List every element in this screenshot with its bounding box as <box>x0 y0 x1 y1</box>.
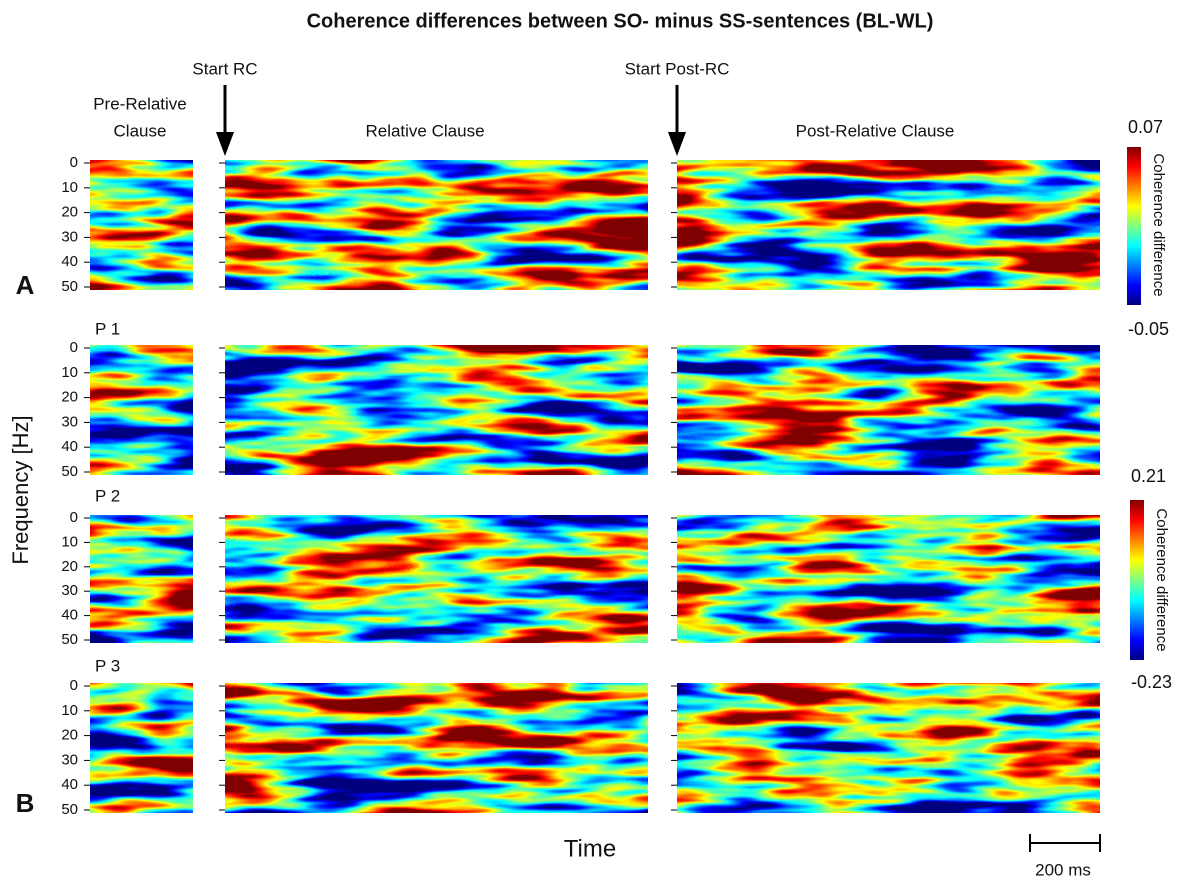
scale-bar-label: 200 ms <box>1035 860 1091 879</box>
heatmap <box>677 683 1100 813</box>
panel-label: B <box>16 788 35 818</box>
y-tick-label: 40 <box>61 607 78 624</box>
colorbar-max: 0.21 <box>1131 466 1166 486</box>
heatmap <box>225 683 648 813</box>
y-tick-label: 40 <box>61 438 78 455</box>
y-tick-label: 30 <box>61 228 78 245</box>
y-tick-label: 20 <box>61 389 78 406</box>
column-label: Pre-Relative <box>93 94 187 113</box>
y-tick-label: 30 <box>61 413 78 430</box>
y-tick-label: 20 <box>61 558 78 575</box>
heatmap <box>677 160 1100 290</box>
column-label: Relative Clause <box>365 121 484 140</box>
colorbar-max: 0.07 <box>1128 117 1163 137</box>
y-axis-label: Frequency [Hz] <box>8 415 33 564</box>
y-tick-label: 50 <box>61 278 78 295</box>
title: Coherence differences between SO- minus … <box>307 10 934 32</box>
row-label: P 2 <box>95 486 120 505</box>
heatmap <box>225 345 648 475</box>
y-tick-label: 10 <box>61 533 78 550</box>
y-tick-label: 0 <box>70 339 78 356</box>
y-tick-label: 10 <box>61 364 78 381</box>
y-tick-label: 0 <box>70 509 78 526</box>
panel-label: A <box>16 270 35 300</box>
y-tick-label: 0 <box>70 154 78 171</box>
y-tick-label: 20 <box>61 727 78 744</box>
x-axis-label: Time <box>564 835 616 862</box>
y-tick-label: 40 <box>61 776 78 793</box>
y-tick-label: 10 <box>61 702 78 719</box>
marker-label: Start RC <box>192 59 257 78</box>
y-tick-label: 30 <box>61 751 78 768</box>
colorbar <box>1127 147 1141 305</box>
y-tick-label: 50 <box>61 631 78 648</box>
column-label: Clause <box>114 121 167 140</box>
colorbar <box>1130 500 1144 660</box>
row-label: P 1 <box>95 319 120 338</box>
y-tick-label: 20 <box>61 204 78 221</box>
heatmap <box>90 515 193 643</box>
marker-label: Start Post-RC <box>625 59 730 78</box>
y-tick-label: 50 <box>61 801 78 818</box>
row-label: P 3 <box>95 656 120 675</box>
heatmap <box>677 515 1100 643</box>
y-tick-label: 40 <box>61 253 78 270</box>
heatmap <box>225 515 648 643</box>
heatmap <box>90 345 193 475</box>
column-label: Post-Relative Clause <box>796 121 955 140</box>
scale-bar <box>1029 834 1101 852</box>
y-tick-label: 30 <box>61 582 78 599</box>
heatmap <box>90 160 193 290</box>
heatmap <box>677 345 1100 475</box>
colorbar-min: -0.23 <box>1131 672 1172 692</box>
colorbar-label: Coherence difference <box>1153 508 1170 651</box>
y-tick-label: 10 <box>61 179 78 196</box>
colorbar-label: Coherence difference <box>1150 153 1167 296</box>
heatmap <box>90 683 193 813</box>
colorbar-min: -0.05 <box>1128 319 1169 339</box>
arrows <box>223 85 679 135</box>
y-tick-label: 0 <box>70 677 78 694</box>
heatmap <box>225 160 648 290</box>
y-tick-label: 50 <box>61 463 78 480</box>
